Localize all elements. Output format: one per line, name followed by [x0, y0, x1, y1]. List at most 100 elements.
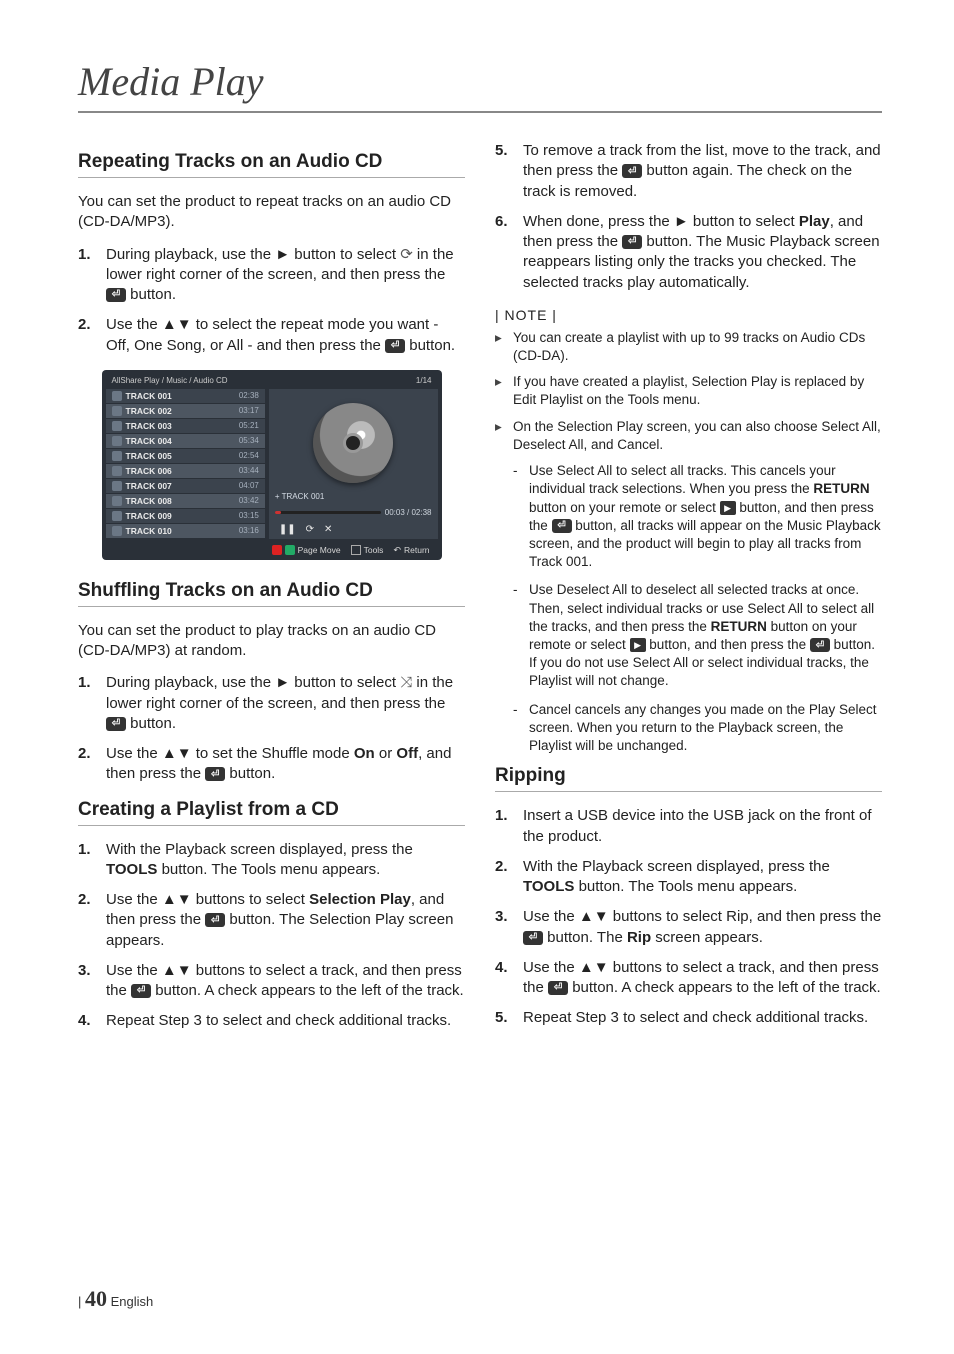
step-text: Use the ▲▼ to set the Shuffle mode On or… — [106, 744, 465, 785]
player-breadcrumb: AllShare Play / Music / Audio CD — [112, 376, 228, 385]
progress-row: 00:03 / 02:38 — [275, 508, 432, 517]
track-row: TRACK 00803:42 — [106, 494, 265, 508]
enter-icon — [106, 288, 126, 302]
step-text: During playback, use the ► button to sel… — [106, 245, 465, 306]
footer-return: ↶Return — [393, 545, 429, 556]
track-name: TRACK 007 — [126, 481, 239, 491]
section-ripping-steps: 1. Insert a USB device into the USB jack… — [495, 806, 882, 1028]
progress-time: 00:03 / 02:38 — [385, 508, 432, 517]
enter-icon — [552, 519, 572, 533]
track-row: TRACK 00203:17 — [106, 404, 265, 418]
key-tools-icon — [351, 545, 361, 555]
section-playlist-steps: 1. With the Playback screen displayed, p… — [78, 840, 465, 1032]
subnotes-list: Use Select All to select all tracks. Thi… — [495, 462, 882, 755]
step-number: 3. — [78, 961, 106, 1002]
section-repeating-title: Repeating Tracks on an Audio CD — [78, 151, 465, 178]
note-header: | NOTE | — [495, 307, 882, 323]
step-number: 2. — [495, 857, 523, 898]
progress-bar — [275, 511, 381, 514]
key-c-icon — [285, 545, 295, 555]
enter-icon — [131, 984, 151, 998]
section-shuffling-steps: 1. During playback, use the ► button to … — [78, 673, 465, 784]
track-icon — [112, 526, 122, 536]
step-number: 1. — [78, 245, 106, 306]
step-text: Use the ▲▼ buttons to select Rip, and th… — [523, 907, 882, 948]
footer-pagemove: Page Move — [272, 545, 341, 556]
track-row: TRACK 00603:44 — [106, 464, 265, 478]
step-number: 3. — [495, 907, 523, 948]
player-body: TRACK 00102:38TRACK 00203:17TRACK 00305:… — [106, 389, 438, 539]
track-icon — [112, 436, 122, 446]
page-title: Media Play — [78, 58, 882, 113]
section-playlist-steps-cont: 5. To remove a track from the list, move… — [495, 141, 882, 293]
step-text: Use the ▲▼ to select the repeat mode you… — [106, 315, 465, 356]
track-time: 02:38 — [239, 391, 259, 400]
track-time: 03:42 — [239, 496, 259, 505]
step-text: Insert a USB device into the USB jack on… — [523, 806, 882, 847]
track-icon — [112, 481, 122, 491]
track-icon — [112, 406, 122, 416]
step-number: 1. — [78, 673, 106, 734]
player-header: AllShare Play / Music / Audio CD 1/14 — [106, 374, 438, 389]
footer-return-label: Return — [404, 545, 430, 555]
shuffle-icon: ✕ — [324, 524, 332, 535]
player-counter: 1/14 — [416, 376, 432, 385]
step-number: 1. — [78, 840, 106, 881]
pause-icon: ❚❚ — [279, 524, 296, 535]
enter-icon — [385, 339, 405, 353]
track-row: TRACK 01003:16 — [106, 524, 265, 538]
note-text: On the Selection Play screen, you can al… — [513, 418, 882, 454]
track-icon — [112, 511, 122, 521]
notes-list: You can create a playlist with up to 99 … — [495, 329, 882, 454]
player-controls: ❚❚ ⟳ ✕ — [275, 524, 333, 535]
enter-icon — [523, 931, 543, 945]
subnote-text: Cancel cancels any changes you made on t… — [529, 701, 882, 756]
track-icon — [112, 466, 122, 476]
repeat-icon: ⟳ — [306, 524, 314, 535]
step-number: 2. — [78, 890, 106, 951]
page-footer: | 40 English — [78, 1286, 153, 1312]
section-playlist-title: Creating a Playlist from a CD — [78, 799, 465, 826]
track-icon — [112, 421, 122, 431]
enter-icon — [622, 164, 642, 178]
step-number: 6. — [495, 212, 523, 293]
left-column: Repeating Tracks on an Audio CD You can … — [78, 141, 465, 1046]
step-number: 2. — [78, 744, 106, 785]
section-shuffling-title: Shuffling Tracks on an Audio CD — [78, 580, 465, 607]
track-row: TRACK 00903:15 — [106, 509, 265, 523]
track-name: TRACK 008 — [126, 496, 239, 506]
play-icon — [630, 638, 646, 652]
play-icon — [720, 501, 736, 515]
section-ripping-title: Ripping — [495, 765, 882, 792]
section-repeating-steps: 1. During playback, use the ► button to … — [78, 245, 465, 356]
footer-tools: Tools — [351, 545, 384, 556]
player-frame: AllShare Play / Music / Audio CD 1/14 TR… — [102, 370, 442, 560]
track-time: 03:44 — [239, 466, 259, 475]
track-time: 03:16 — [239, 526, 259, 535]
track-row: TRACK 00704:07 — [106, 479, 265, 493]
preview-pane: + TRACK 001 00:03 / 02:38 ❚❚ ⟳ ✕ — [269, 389, 438, 539]
enter-icon — [548, 981, 568, 995]
page-number: 40 — [85, 1286, 107, 1311]
track-name: TRACK 010 — [126, 526, 239, 536]
track-row: TRACK 00502:54 — [106, 449, 265, 463]
step-number: 5. — [495, 141, 523, 202]
enter-icon — [810, 638, 830, 652]
track-name: TRACK 001 — [126, 391, 239, 401]
track-name: TRACK 002 — [126, 406, 239, 416]
track-time: 05:21 — [239, 421, 259, 430]
track-row: TRACK 00305:21 — [106, 419, 265, 433]
step-number: 2. — [78, 315, 106, 356]
track-icon — [112, 451, 122, 461]
shuffle-icon: ⤨ — [400, 675, 412, 691]
player-footer: Page Move Tools ↶Return — [106, 539, 438, 556]
track-name: TRACK 006 — [126, 466, 239, 476]
track-name: TRACK 003 — [126, 421, 239, 431]
step-text: Use the ▲▼ buttons to select a track, an… — [523, 958, 882, 999]
track-time: 03:15 — [239, 511, 259, 520]
step-text: During playback, use the ► button to sel… — [106, 673, 465, 734]
track-icon — [112, 391, 122, 401]
enter-icon — [205, 913, 225, 927]
track-name: TRACK 004 — [126, 436, 239, 446]
track-name: TRACK 005 — [126, 451, 239, 461]
